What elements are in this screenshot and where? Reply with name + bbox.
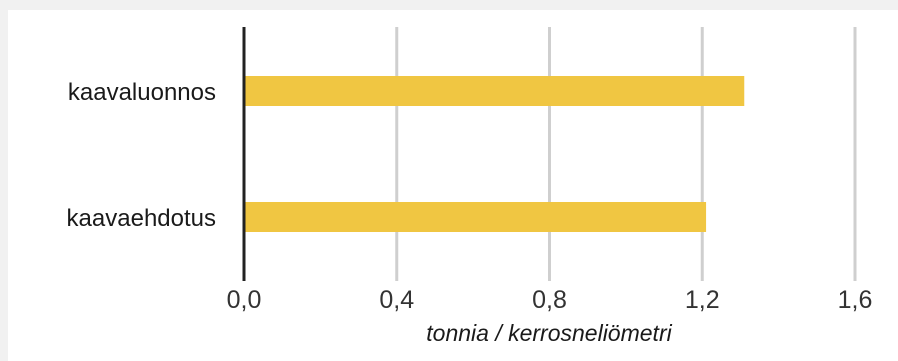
category-label-kaavaluonnos: kaavaluonnos (68, 79, 216, 106)
x-tick-label-4: 1,6 (838, 286, 873, 314)
x-tick-label-1: 0,4 (379, 286, 414, 314)
bar-chart: kaavaluonnos kaavaehdotus 0,0 0,4 0,8 1,2 1,6… (67, 27, 873, 346)
x-tick-labels: 0,0 0,4 0,8 1,2 1,6 (227, 286, 873, 314)
x-tick-label-3: 1,2 (685, 286, 720, 314)
chart-frame: kaavaluonnos kaavaehdotus 0,0 0,4 0,8 1,2 1,6… (8, 10, 898, 361)
category-labels: kaavaluonnos kaavaehdotus (67, 79, 216, 232)
x-tick-label-2: 0,8 (532, 286, 567, 314)
category-label-kaavaehdotus: kaavaehdotus (67, 205, 216, 232)
bars (244, 76, 745, 232)
x-axis-title: tonnia / kerrosneliömetri (426, 320, 672, 346)
bar-kaavaluonnos (244, 76, 745, 106)
gridlines (395, 27, 857, 281)
bar-kaavaehdotus (244, 202, 707, 232)
x-tick-label-0: 0,0 (227, 286, 262, 314)
